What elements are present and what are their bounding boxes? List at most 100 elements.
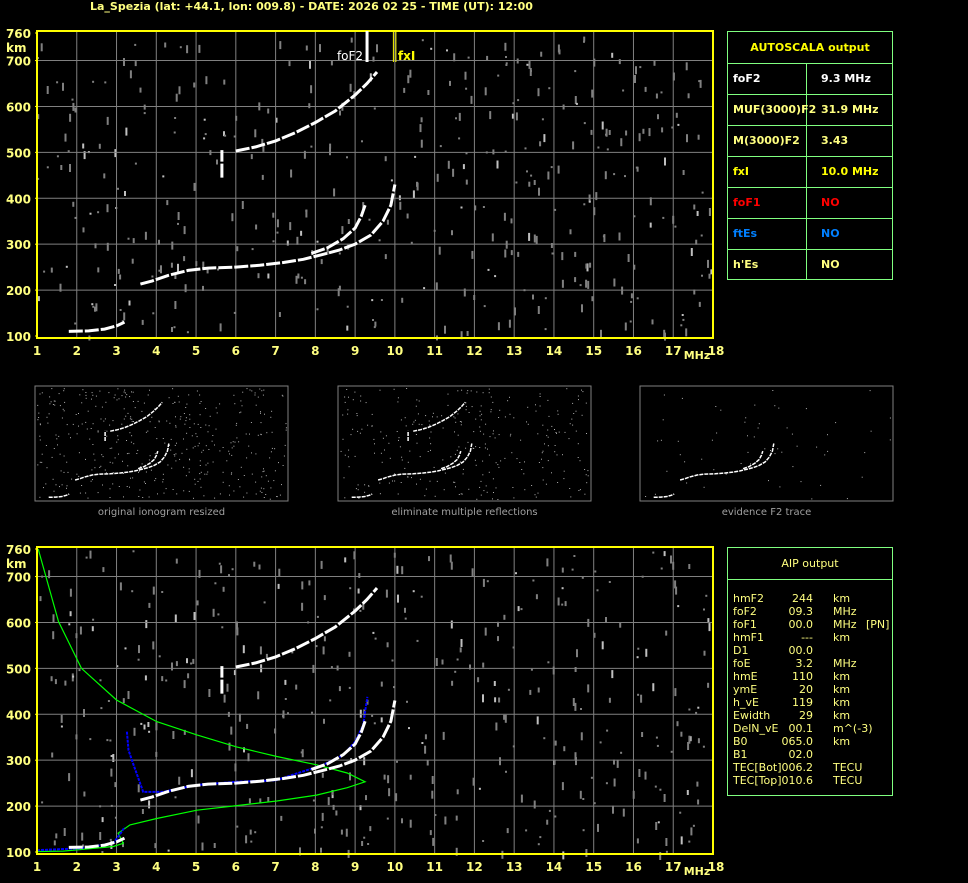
noise-dot (507, 400, 509, 402)
noise-dot (245, 433, 247, 435)
noise-dot (477, 677, 480, 683)
noise-dot (432, 412, 434, 414)
noise-dot (37, 296, 40, 302)
noise-dot (436, 173, 439, 182)
noise-dot (37, 114, 40, 120)
noise-dot (87, 497, 89, 499)
noise-dot (430, 47, 433, 50)
noise-dot (608, 697, 611, 703)
noise-dot (320, 826, 323, 829)
noise-dot (416, 639, 419, 642)
noise-dot (118, 486, 120, 487)
noise-dot (581, 304, 583, 313)
noise-dot (139, 87, 142, 93)
noise-dot (805, 408, 807, 410)
noise-dot (194, 483, 196, 485)
noise-dot (218, 562, 221, 565)
noise-dot (379, 493, 381, 495)
noise-dot (257, 691, 260, 700)
noise-dot (754, 404, 756, 406)
noise-dot (380, 717, 383, 723)
noise-dot (497, 322, 500, 331)
noise-dot (236, 437, 238, 439)
noise-dot (94, 306, 96, 312)
noise-dot (420, 117, 423, 123)
noise-dot (444, 472, 446, 474)
noise-dot (172, 731, 175, 739)
noise-dot (131, 391, 132, 393)
noise-dot (404, 617, 407, 620)
noise-dot (472, 777, 475, 786)
noise-dot (444, 816, 447, 825)
noise-dot (233, 445, 235, 447)
noise-dot (482, 578, 485, 587)
noise-dot (147, 722, 150, 727)
noise-dot (178, 776, 181, 785)
noise-dot (539, 405, 541, 407)
noise-dot (177, 212, 180, 220)
noise-dot (547, 171, 550, 180)
noise-dot (114, 284, 116, 286)
noise-dot (485, 423, 487, 425)
noise-dot (396, 431, 398, 432)
noise-dot (429, 424, 431, 426)
noise-dot (269, 457, 271, 459)
noise-dot (263, 468, 264, 470)
y-tick-label: 100 (6, 330, 31, 344)
noise-dot (652, 683, 655, 692)
noise-dot (371, 413, 373, 415)
noise-dot (655, 822, 658, 830)
noise-dot (509, 396, 510, 398)
noise-dot (665, 850, 668, 853)
noise-dot (64, 401, 66, 403)
noise-dot (104, 418, 106, 420)
noise-dot (186, 403, 188, 405)
noise-dot (178, 401, 180, 403)
noise-dot (611, 670, 614, 679)
noise-dot (811, 498, 813, 500)
noise-dot (470, 95, 473, 104)
x-tick-label: 8 (311, 860, 319, 874)
noise-dot (106, 116, 109, 125)
noise-dot (359, 709, 362, 718)
noise-dot (331, 790, 334, 796)
noise-dot (513, 417, 515, 419)
noise-dot (605, 128, 608, 137)
noise-dot (251, 390, 253, 392)
noise-dot (674, 688, 677, 697)
noise-dot (472, 447, 474, 449)
noise-dot (768, 480, 769, 482)
y-tick-label: 200 (6, 284, 31, 298)
aip-row: foF1 00.0 MHz [PN] (728, 618, 892, 631)
noise-dot (305, 209, 308, 218)
noise-dot (85, 397, 87, 399)
noise-dot (420, 595, 423, 598)
noise-dot (412, 423, 414, 425)
noise-dot (465, 405, 467, 407)
noise-dot (744, 421, 746, 423)
noise-dot (466, 392, 468, 394)
noise-dot (593, 58, 596, 67)
noise-dot (52, 631, 55, 640)
noise-dot (106, 242, 109, 251)
noise-dot (58, 393, 60, 395)
aip-value: 065.0 (781, 735, 814, 748)
noise-dot (197, 481, 199, 482)
noise-dot (46, 467, 48, 469)
noise-dot (544, 443, 545, 445)
noise-dot (228, 574, 230, 577)
thumbnail-trace (413, 401, 466, 432)
noise-dot (537, 843, 540, 846)
noise-dot (357, 484, 359, 486)
aip-value: 119 (792, 696, 813, 709)
noise-dot (587, 280, 590, 289)
noise-dot (593, 632, 596, 638)
noise-dot (630, 293, 633, 299)
noise-dot (76, 473, 78, 475)
x-tick-label: 11 (426, 860, 443, 874)
noise-dot (497, 499, 499, 500)
noise-dot (261, 492, 263, 493)
noise-dot (240, 400, 242, 402)
noise-dot (194, 445, 196, 447)
noise-dot (536, 716, 539, 725)
